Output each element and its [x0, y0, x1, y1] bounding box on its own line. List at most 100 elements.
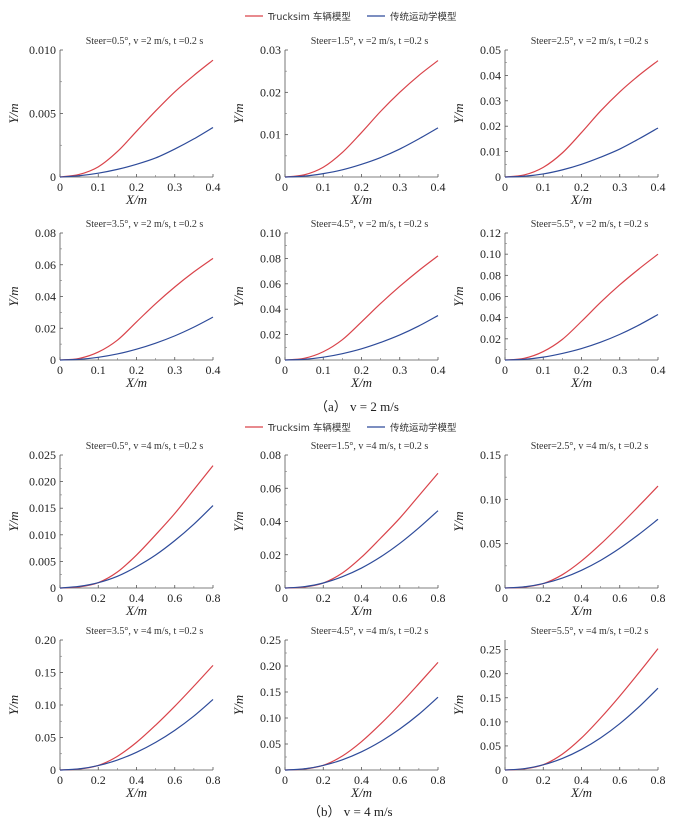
y-tick-label: 0.02: [35, 321, 56, 335]
y-tick-label: 0: [50, 763, 56, 777]
y-axis-label: Y/m: [451, 695, 466, 715]
panel-a6: Steer=5.5°, v =2 m/s, t =0.2 s 0 0.02 0.04 0…: [451, 219, 666, 390]
y-tick-label: 0.25: [480, 643, 501, 657]
panel-b3: Steer=2.5°, v =4 m/s, t =0.2 s 0 0.05 0.10 0…: [451, 441, 666, 618]
panel-title: Steer=4.5°, v =2 m/s, t =0.2 s: [311, 219, 429, 230]
panel-a1: Steer=0.5°, v =2 m/s, t =0.2 s 0 0.005 0.01…: [6, 36, 221, 207]
y-axis-label: Y/m: [451, 103, 466, 123]
x-axis-label: X/m: [125, 603, 147, 618]
x-tick-label: 0: [502, 591, 508, 605]
x-tick-label: 0.4: [574, 591, 589, 605]
series-line-kinematic: [504, 687, 659, 771]
series-line-kinematic: [284, 696, 439, 771]
x-tick-label: 0: [57, 363, 63, 377]
panel-title: Steer=2.5°, v =4 m/s, t =0.2 s: [531, 441, 649, 452]
y-tick-label: 0.06: [35, 258, 56, 272]
y-axis-label: Y/m: [231, 695, 246, 715]
y-tick-label: 0: [495, 581, 501, 595]
x-tick-label: 0.4: [206, 363, 221, 377]
y-axis-label: Y/m: [6, 286, 21, 306]
series-line-trucksim: [504, 253, 659, 361]
y-tick-label: 0.05: [480, 43, 501, 57]
x-tick-label: 0.3: [612, 180, 627, 194]
x-tick-label: 0.1: [91, 180, 106, 194]
panel-title: Steer=5.5°, v =4 m/s, t =0.2 s: [531, 626, 649, 637]
x-tick-label: 0.1: [536, 180, 551, 194]
panel-b5: Steer=4.5°, v =4 m/s, t =0.2 s 0 0.05 0.10 0…: [231, 626, 446, 800]
y-tick-label: 0.06: [260, 277, 281, 291]
x-tick-label: 0: [502, 180, 508, 194]
x-tick-label: 0.2: [574, 180, 589, 194]
y-tick-label: 0.04: [35, 290, 56, 304]
x-tick-label: 0.6: [392, 591, 407, 605]
x-tick-label: 0.2: [536, 773, 551, 787]
panel-title: Steer=5.5°, v =2 m/s, t =0.2 s: [531, 219, 649, 230]
x-tick-label: 0.8: [431, 773, 446, 787]
x-tick-label: 0.2: [316, 591, 331, 605]
y-tick-label: 0.04: [480, 68, 501, 82]
x-tick-label: 0.2: [316, 773, 331, 787]
x-axis-label: X/m: [570, 603, 592, 618]
x-tick-label: 0.4: [129, 773, 144, 787]
x-tick-label: 0.2: [354, 363, 369, 377]
y-tick-label: 0.01: [480, 145, 501, 159]
x-tick-label: 0: [57, 773, 63, 787]
y-tick-label: 0.08: [260, 251, 281, 265]
y-axis-label: Y/m: [451, 286, 466, 306]
y-tick-label: 0.05: [480, 537, 501, 551]
y-tick-label: 0: [50, 170, 56, 184]
series-line-kinematic: [284, 510, 439, 589]
y-tick-label: 0.06: [480, 290, 501, 304]
x-tick-label: 0.2: [91, 773, 106, 787]
series-line-kinematic: [284, 315, 439, 361]
y-tick-label: 0: [50, 353, 56, 367]
legend-label-trucksim: Trucksim 车辆模型: [267, 11, 351, 23]
series-line-kinematic: [59, 126, 214, 178]
x-tick-label: 0.8: [206, 773, 221, 787]
y-tick-label: 0.12: [480, 226, 501, 240]
y-tick-label: 0.025: [29, 448, 56, 462]
y-tick-label: 0.08: [480, 268, 501, 282]
y-tick-label: 0: [275, 170, 281, 184]
x-tick-label: 0: [282, 773, 288, 787]
x-axis-label: X/m: [350, 375, 372, 390]
series-line-kinematic: [504, 518, 659, 589]
x-tick-label: 0.4: [431, 180, 446, 194]
y-tick-label: 0.04: [480, 311, 501, 325]
panel-title: Steer=4.5°, v =4 m/s, t =0.2 s: [311, 626, 429, 637]
x-axis-label: X/m: [350, 785, 372, 800]
y-tick-label: 0: [275, 581, 281, 595]
x-axis-label: X/m: [350, 192, 372, 207]
y-tick-label: 0.010: [29, 43, 56, 57]
series-line-kinematic: [504, 127, 659, 178]
y-tick-label: 0.005: [29, 554, 56, 568]
x-axis-label: X/m: [570, 785, 592, 800]
series-line-trucksim: [504, 60, 659, 178]
x-tick-label: 0.6: [167, 591, 182, 605]
panel-b2: Steer=1.5°, v =4 m/s, t =0.2 s 0 0.02 0.04 0…: [231, 441, 446, 618]
x-tick-label: 0.8: [206, 591, 221, 605]
panel-a5: Steer=4.5°, v =2 m/s, t =0.2 s 0 0.02 0.04 0…: [231, 219, 446, 390]
x-tick-label: 0.2: [129, 363, 144, 377]
y-axis-label: Y/m: [6, 511, 21, 531]
y-tick-label: 0.25: [260, 633, 281, 647]
x-tick-label: 0: [57, 591, 63, 605]
y-tick-label: 0: [275, 763, 281, 777]
y-tick-label: 0.10: [480, 492, 501, 506]
panel-title: Steer=1.5°, v =4 m/s, t =0.2 s: [311, 441, 429, 452]
panel-b4: Steer=3.5°, v =4 m/s, t =0.2 s 0 0.05 0.10 0…: [6, 626, 221, 800]
y-tick-label: 0: [495, 170, 501, 184]
legend-label-trucksim: Trucksim 车辆模型: [267, 422, 351, 434]
y-tick-label: 0: [275, 353, 281, 367]
caption-b: （b） v = 4 m/s: [308, 804, 393, 819]
x-tick-label: 0.2: [129, 180, 144, 194]
x-tick-label: 0.6: [612, 773, 627, 787]
x-axis-label: X/m: [570, 375, 592, 390]
x-tick-label: 0.3: [167, 363, 182, 377]
y-tick-label: 0.10: [480, 247, 501, 261]
x-tick-label: 0.3: [392, 363, 407, 377]
series-line-trucksim: [59, 664, 214, 771]
y-tick-label: 0.03: [260, 43, 281, 57]
y-tick-label: 0.15: [260, 685, 281, 699]
